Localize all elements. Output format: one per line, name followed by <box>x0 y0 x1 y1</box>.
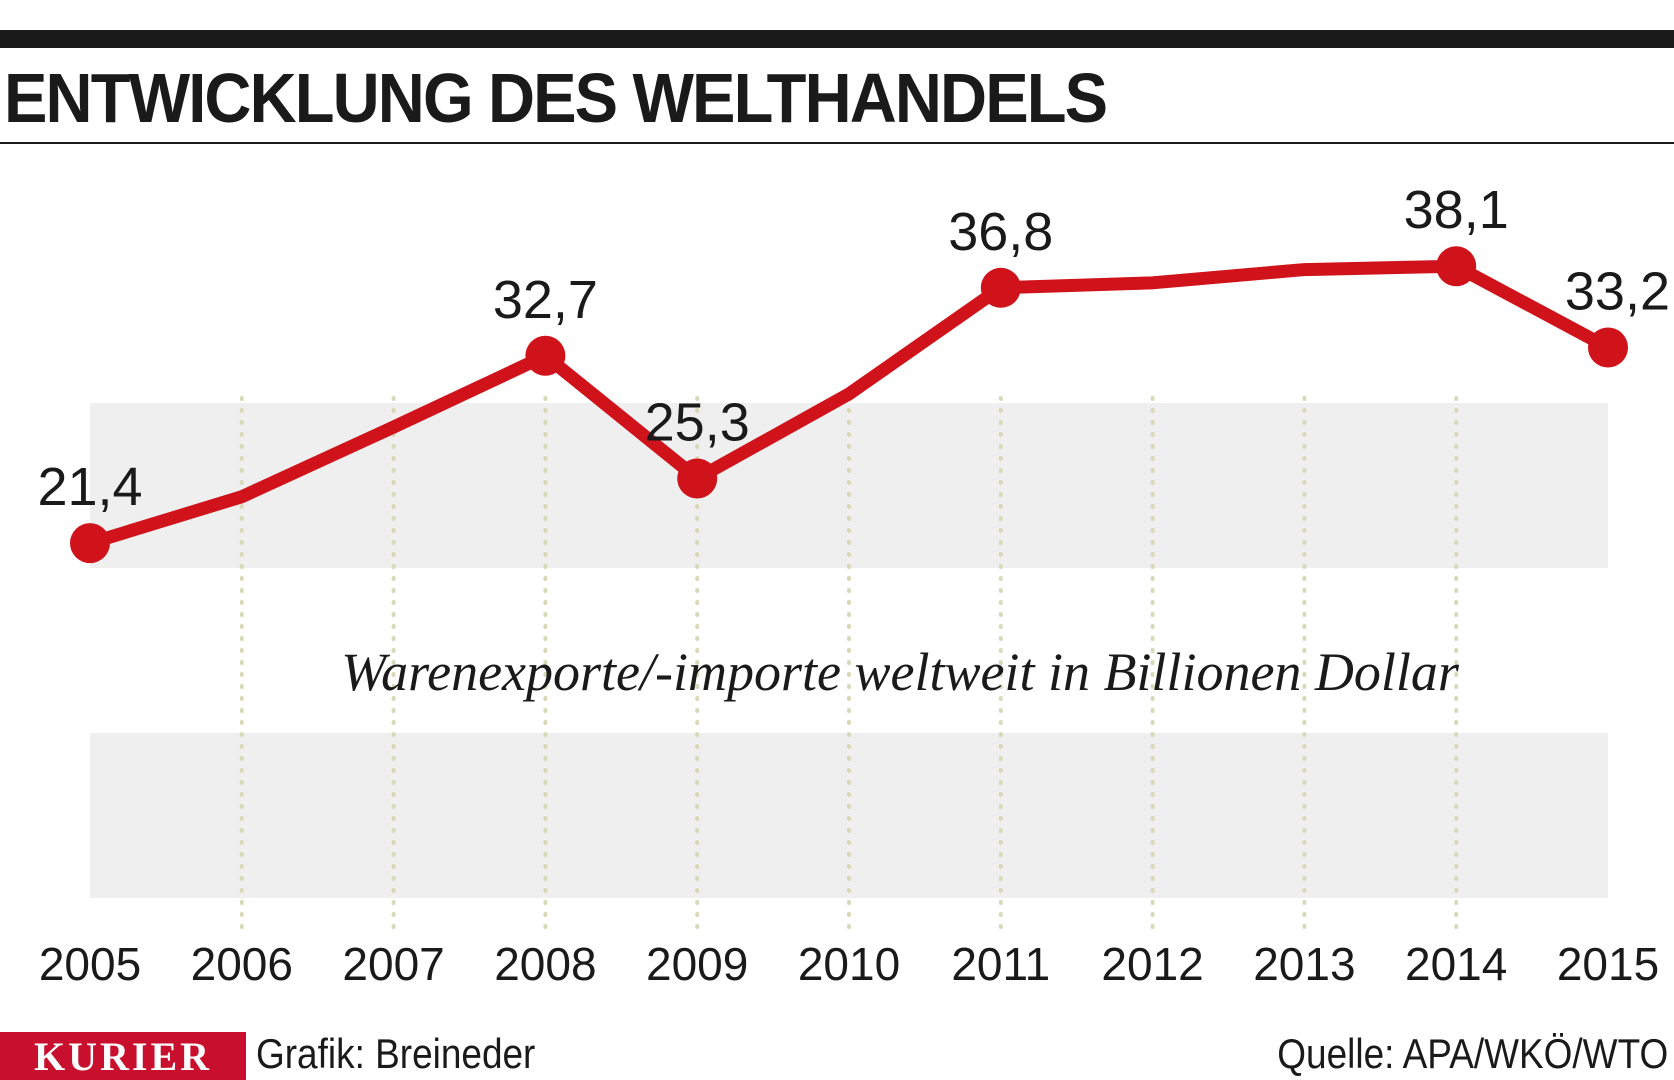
data-label-2005: 21,4 <box>37 457 142 517</box>
x-tick-2009: 2009 <box>646 938 748 990</box>
x-tick-2008: 2008 <box>494 938 596 990</box>
top-bar <box>0 30 1674 48</box>
data-label-2015: 33,2 <box>1565 261 1670 321</box>
data-label-2008: 32,7 <box>493 270 598 330</box>
x-tick-2015: 2015 <box>1557 938 1659 990</box>
chart-title: ENTWICKLUNG DES WELTHANDELS <box>4 59 1108 137</box>
graphic-credit: Grafik: Breineder <box>256 1030 536 1077</box>
data-point-2015 <box>1588 327 1628 368</box>
x-tick-2014: 2014 <box>1405 938 1507 990</box>
data-point-2005 <box>70 523 110 564</box>
x-tick-2005: 2005 <box>39 938 141 990</box>
x-tick-2011: 2011 <box>951 938 1050 990</box>
data-label-2014: 38,1 <box>1404 180 1509 240</box>
data-point-2008 <box>525 335 566 376</box>
x-tick-2007: 2007 <box>342 938 444 990</box>
series-line <box>83 259 1615 550</box>
chart-annotation: Warenexporte/-importe weltweit in Billio… <box>341 642 1460 702</box>
x-tick-2010: 2010 <box>798 938 900 990</box>
data-point-2014 <box>1436 246 1477 287</box>
data-point-2009 <box>677 458 718 499</box>
kurier-logo: KURIER <box>0 1032 246 1080</box>
x-tick-2013: 2013 <box>1253 938 1355 990</box>
logo-text: KURIER <box>33 1033 213 1079</box>
source-note: Quelle: APA/WKÖ/WTO <box>1277 1030 1668 1077</box>
x-tick-2006: 2006 <box>191 938 293 990</box>
x-tick-2012: 2012 <box>1101 938 1203 990</box>
title-rule <box>0 142 1674 144</box>
data-point-2011 <box>980 267 1021 308</box>
data-label-2009: 25,3 <box>645 392 750 452</box>
data-label-2011: 36,8 <box>948 202 1053 262</box>
